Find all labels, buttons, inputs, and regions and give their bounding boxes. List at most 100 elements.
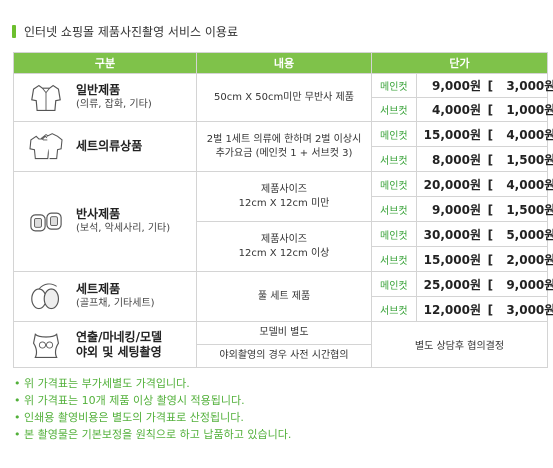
extra-price-value: 4,000원 [506,127,553,142]
extra-price-value: 1,000원 [506,103,553,117]
extra-price: [ 4,000원 ] [487,176,553,193]
note-item: 인쇄용 촬영비용은 별도의 가격표로 산정됩니다. [14,409,291,426]
notes-list: 위 가격표는 부가세별도 가격입니다. 위 가격표는 10개 제품 이상 촬영시… [14,375,291,443]
cut-type: 메인컷 [371,221,417,247]
category-cell: 세트의류상품 [13,121,197,172]
extra-price-value: 4,000원 [506,177,553,192]
note-item: 위 가격표는 10개 제품 이상 촬영시 적용됩니다. [14,392,291,409]
page-title-text: 인터넷 쇼핑몰 제품사진촬영 서비스 이용료 [24,24,238,39]
price-cell: 30,000원 [ 5,000원 ] [416,221,553,247]
price-cell: 15,000원 [ 2,000원 ] [416,246,553,272]
extra-price: [ 1,500원 ] [487,151,553,168]
cut-type: 메인컷 [371,73,417,98]
content-cell: 모델비 별도 [196,321,372,345]
category-name-line2: 야외 및 세팅촬영 [76,344,162,359]
header-content: 내용 [196,52,372,74]
extra-price-value: 2,000원 [506,252,553,267]
note-item: 위 가격표는 부가세별도 가격입니다. [14,375,291,392]
price-value: 9,000원 [432,202,481,217]
price-cell: 25,000원 [ 9,000원 ] [416,271,553,297]
extra-price-value: 9,000원 [506,277,553,292]
category-sub: (보석, 악세사리, 기타) [76,223,171,234]
table-row: 연출/마네킹/모델 야외 및 세팅촬영 모델비 별도 별도 상담후 협의결정 [13,321,548,368]
shirt-set-icon [26,129,66,165]
category-name: 일반제품 [76,83,121,97]
category-cell: 반사제품 (보석, 악세사리, 기타) [13,171,197,272]
header-price: 단가 [371,52,548,74]
note-item: 본 촬영물은 기본보정을 원칙으로 하고 납품하고 있습니다. [14,426,291,443]
extra-price: [ 5,000원 ] [487,226,553,243]
price-value: 20,000원 [423,177,481,192]
extra-price-value: 1,500원 [506,152,553,167]
category-cell: 연출/마네킹/모델 야외 및 세팅촬영 [13,321,197,368]
content-cell: 50cm X 50cm미만 무반사 제품 [196,73,372,122]
price-value: 12,000원 [423,302,481,317]
extra-price: [ 1,000원 ] [487,101,553,118]
price-value: 25,000원 [423,277,481,292]
price-value: 8,000원 [432,152,481,167]
cut-type: 메인컷 [371,171,417,197]
extra-price: [ 1,500원 ] [487,201,553,218]
price-value: 4,000원 [432,103,481,117]
table-row: 제품사이즈 12cm X 12cm 이상 메인컷 30,000원 [ 5,000원… [14,221,553,272]
table-row: 서브컷 4,000원 [ 1,000원 ] [14,97,553,122]
extra-price: [ 2,000원 ] [487,251,553,268]
content-line: 제품사이즈 [261,233,307,245]
negotiate-cell: 별도 상담후 협의결정 [371,321,548,368]
category-sub: (의류, 잡화, 기타) [76,99,152,110]
content-cell: 제품사이즈 12cm X 12cm 미만 [196,171,372,222]
price-cell: 12,000원 [ 3,000원 ] [416,296,553,322]
header-category: 구분 [13,52,197,74]
golf-bag-icon [26,279,66,315]
extra-price: [ 4,000원 ] [487,126,553,143]
extra-price-value: 3,000원 [506,302,553,317]
table-header-row: 구분 내용 단가 [13,52,548,74]
price-cell: 15,000원 [ 4,000원 ] [416,121,553,147]
price-value: 30,000원 [423,227,481,242]
price-value: 9,000원 [432,79,481,93]
category-cell: 일반제품 (의류, 잡화, 기타) [13,73,197,122]
title-bar-marker [12,24,16,38]
price-cell: 9,000원 [ 3,000원 ] [416,73,553,98]
page-title: 인터넷 쇼핑몰 제품사진촬영 서비스 이용료 [12,22,238,40]
extra-price-value: 3,000원 [506,79,553,93]
table-row: 세트의류상품 2벌 1세트 의류에 한하며 2벌 이상시 추가요금 (메인컷 1… [13,121,553,172]
price-cell: 9,000원 [ 1,500원 ] [416,196,553,222]
price-table: 구분 내용 단가 일반제품 (의류, 잡화, 기타) 50cm X 50cm미만… [13,52,553,368]
extra-price: [ 9,000원 ] [487,276,553,293]
extra-price-value: 5,000원 [506,227,553,242]
extra-price: [ 3,000원 ] [487,77,553,94]
category-name: 세트의류상품 [76,139,143,153]
table-row: 서브컷 8,000원 [ 1,500원 ] [14,146,553,172]
content-cell: 야외촬영의 경우 사전 시간협의 [196,344,372,368]
shirt-icon [26,80,66,116]
table-row: 반사제품 (보석, 악세사리, 기타) 제품사이즈 12cm X 12cm 미만… [13,171,553,272]
price-cell: 4,000원 [ 1,000원 ] [416,97,553,122]
price-value: 15,000원 [423,252,481,267]
cut-type: 메인컷 [371,271,417,297]
category-name: 세트제품 [76,282,121,296]
table-row: 일반제품 (의류, 잡화, 기타) 50cm X 50cm미만 무반사 제품 메… [13,73,553,122]
price-cell: 8,000원 [ 1,500원 ] [416,146,553,172]
cut-type: 메인컷 [371,121,417,147]
cut-type: 서브컷 [371,246,417,272]
content-cell: 제품사이즈 12cm X 12cm 이상 [196,221,372,272]
cut-type: 서브컷 [371,196,417,222]
category-name: 반사제품 [76,207,121,221]
cut-type: 서브컷 [371,296,417,322]
price-cell: 20,000원 [ 4,000원 ] [416,171,553,197]
mannequin-icon [26,327,66,363]
content-line: 12cm X 12cm 미만 [238,197,330,209]
category-sub: (골프채, 기타세트) [76,298,155,309]
content-line: 제품사이즈 [261,183,307,195]
extra-price: [ 3,000원 ] [487,301,553,318]
cut-type: 서브컷 [371,146,417,172]
content-line: 12cm X 12cm 이상 [238,247,330,259]
category-cell: 세트제품 (골프채, 기타세트) [13,271,197,322]
content-cell: 풀 세트 제품 [196,271,372,322]
extra-price-value: 1,500원 [506,202,553,217]
category-name: 연출/마네킹/모델 [76,329,163,344]
watch-icon [26,204,66,240]
table-row: 세트제품 (골프채, 기타세트) 풀 세트 제품 메인컷 25,000원 [ 9,… [13,271,553,322]
cut-type: 서브컷 [371,97,417,122]
